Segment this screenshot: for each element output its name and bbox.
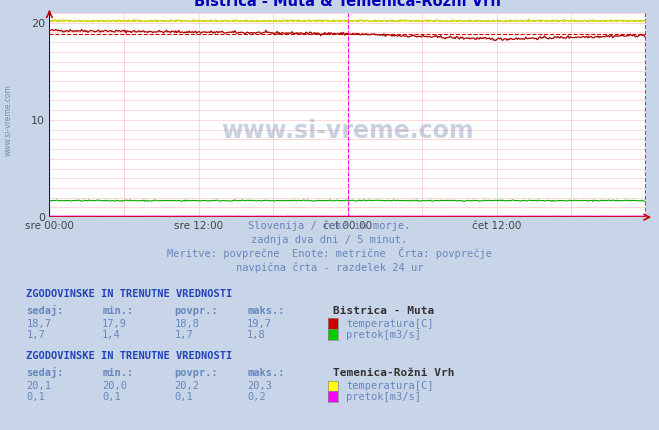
Text: www.si-vreme.com: www.si-vreme.com bbox=[221, 120, 474, 143]
Title: Bistrica - Muta & Temenica-Rožni Vrh: Bistrica - Muta & Temenica-Rožni Vrh bbox=[194, 0, 501, 9]
Text: min.:: min.: bbox=[102, 368, 133, 378]
Text: temperatura[C]: temperatura[C] bbox=[346, 381, 434, 391]
Text: povpr.:: povpr.: bbox=[175, 306, 218, 316]
Text: pretok[m3/s]: pretok[m3/s] bbox=[346, 392, 421, 402]
Text: sedaj:: sedaj: bbox=[26, 305, 64, 316]
Text: navpična črta - razdelek 24 ur: navpična črta - razdelek 24 ur bbox=[236, 263, 423, 273]
Text: Bistrica - Muta: Bistrica - Muta bbox=[333, 306, 434, 316]
Text: 20,0: 20,0 bbox=[102, 381, 127, 391]
Text: 18,7: 18,7 bbox=[26, 319, 51, 329]
Text: 0,1: 0,1 bbox=[26, 392, 45, 402]
Text: povpr.:: povpr.: bbox=[175, 368, 218, 378]
Text: temperatura[C]: temperatura[C] bbox=[346, 319, 434, 329]
Text: 20,3: 20,3 bbox=[247, 381, 272, 391]
Text: 0,2: 0,2 bbox=[247, 392, 266, 402]
Text: 0,1: 0,1 bbox=[102, 392, 121, 402]
Text: Temenica-Rožni Vrh: Temenica-Rožni Vrh bbox=[333, 368, 454, 378]
Text: ZGODOVINSKE IN TRENUTNE VREDNOSTI: ZGODOVINSKE IN TRENUTNE VREDNOSTI bbox=[26, 351, 233, 361]
Text: maks.:: maks.: bbox=[247, 306, 285, 316]
Text: 20,2: 20,2 bbox=[175, 381, 200, 391]
Text: 17,9: 17,9 bbox=[102, 319, 127, 329]
Text: min.:: min.: bbox=[102, 306, 133, 316]
Text: 19,7: 19,7 bbox=[247, 319, 272, 329]
Text: sedaj:: sedaj: bbox=[26, 367, 64, 378]
Text: 1,4: 1,4 bbox=[102, 329, 121, 340]
Text: www.si-vreme.com: www.si-vreme.com bbox=[3, 84, 13, 157]
Text: 20,1: 20,1 bbox=[26, 381, 51, 391]
Text: maks.:: maks.: bbox=[247, 368, 285, 378]
Text: Meritve: povprečne  Enote: metrične  Črta: povprečje: Meritve: povprečne Enote: metrične Črta:… bbox=[167, 247, 492, 259]
Text: 1,8: 1,8 bbox=[247, 329, 266, 340]
Text: Slovenija / reke in morje.: Slovenija / reke in morje. bbox=[248, 221, 411, 231]
Text: 18,8: 18,8 bbox=[175, 319, 200, 329]
Text: 0,1: 0,1 bbox=[175, 392, 193, 402]
Text: 1,7: 1,7 bbox=[175, 329, 193, 340]
Text: ZGODOVINSKE IN TRENUTNE VREDNOSTI: ZGODOVINSKE IN TRENUTNE VREDNOSTI bbox=[26, 289, 233, 299]
Text: 1,7: 1,7 bbox=[26, 329, 45, 340]
Text: pretok[m3/s]: pretok[m3/s] bbox=[346, 329, 421, 340]
Text: zadnja dva dni / 5 minut.: zadnja dva dni / 5 minut. bbox=[251, 235, 408, 245]
